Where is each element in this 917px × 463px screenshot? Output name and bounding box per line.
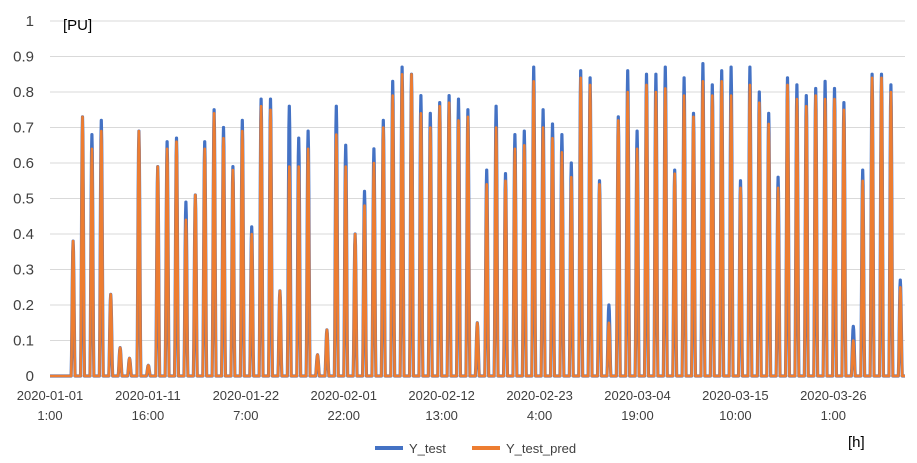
y-tick-label: 0: [26, 368, 34, 385]
y-tick-label: 0.4: [13, 226, 34, 243]
legend-label-y-test-pred: Y_test_pred: [506, 441, 576, 456]
x-axis-label: [h]: [848, 434, 865, 451]
y-tick-label: 0.2: [13, 297, 34, 314]
x-tick-time: 22:00: [327, 408, 360, 423]
x-tick-date: 2020-03-04: [604, 388, 671, 403]
x-tick-time: 13:00: [425, 408, 458, 423]
x-tick-time: 1:00: [821, 408, 846, 423]
y-tick-labels: 0 0.1 0.2 0.3 0.4 0.5 0.6 0.7 0.8 0.9 1: [13, 13, 34, 385]
x-tick-date: 2020-03-26: [800, 388, 867, 403]
x-tick-time: 1:00: [37, 408, 62, 423]
y-tick-label: 0.1: [13, 333, 34, 350]
x-tick-time: 10:00: [719, 408, 752, 423]
series-line-y-test-pred: [49, 72, 906, 378]
y-tick-label: 1: [26, 13, 34, 30]
y-tick-label: 0.8: [13, 84, 34, 101]
x-tick-time: 19:00: [621, 408, 654, 423]
x-tick-date: 2020-02-01: [310, 388, 377, 403]
x-tick-time: 4:00: [527, 408, 552, 423]
y-tick-label: 0.6: [13, 155, 34, 172]
x-tick-date: 2020-01-01: [17, 388, 84, 403]
legend-label-y-test: Y_test: [409, 441, 446, 456]
x-tick-labels: 2020-01-01 1:00 2020-01-11 16:00 2020-01-22 7…: [17, 388, 867, 423]
y-axis-label: [PU]: [63, 17, 92, 34]
x-tick-date: 2020-01-22: [213, 388, 280, 403]
legend: Y_test Y_test_pred: [375, 441, 576, 456]
y-tick-label: 0.3: [13, 262, 34, 279]
x-tick-date: 2020-02-12: [408, 388, 475, 403]
x-tick-date: 2020-01-11: [115, 388, 181, 403]
y-tick-label: 0.5: [13, 191, 34, 208]
x-tick-time: 7:00: [233, 408, 258, 423]
y-tick-label: 0.7: [13, 120, 34, 137]
x-tick-time: 16:00: [132, 408, 165, 423]
x-tick-date: 2020-03-15: [702, 388, 769, 403]
y-tick-label: 0.9: [13, 49, 34, 66]
x-tick-date: 2020-02-23: [506, 388, 573, 403]
plot-area: [48, 62, 907, 378]
